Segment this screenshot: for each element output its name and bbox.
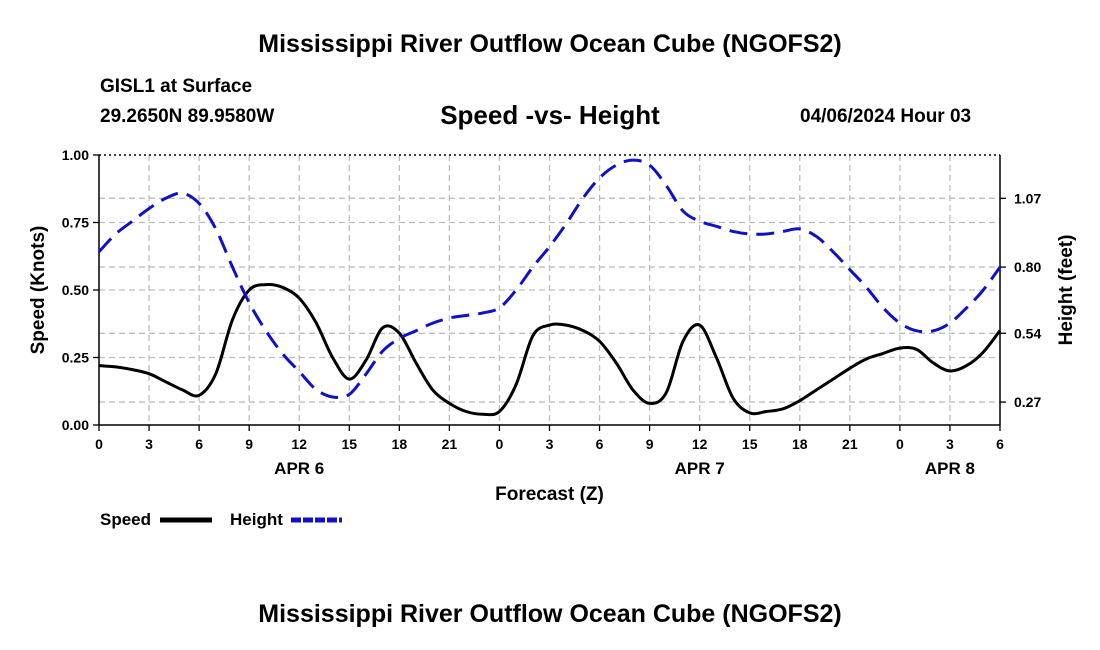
y-tick-label: 0.75 bbox=[62, 215, 89, 231]
station-coordinates: 29.2650N 89.9580W bbox=[100, 106, 275, 127]
x-tick-label: 0 bbox=[896, 436, 904, 452]
x-tick-label: 6 bbox=[596, 436, 604, 452]
station-name: GISL1 at Surface bbox=[100, 76, 253, 97]
x-tick-label: 0 bbox=[496, 436, 504, 452]
x-axis-title: Forecast (Z) bbox=[495, 484, 604, 505]
x-tick-label: 21 bbox=[842, 436, 858, 452]
x-tick-label: 9 bbox=[245, 436, 253, 452]
data-series bbox=[97, 158, 1002, 417]
y2-tick-label: 0.80 bbox=[1014, 259, 1041, 275]
x-tick-label: 0 bbox=[95, 436, 103, 452]
x-tick-label: 6 bbox=[195, 436, 203, 452]
grid-lines bbox=[99, 155, 1000, 425]
legend-speed-label: Speed bbox=[100, 510, 151, 529]
x-tick-label: 12 bbox=[692, 436, 708, 452]
forecast-datetime: 04/06/2024 Hour 03 bbox=[800, 106, 972, 127]
x-tick-label: 15 bbox=[341, 436, 357, 452]
x-tick-label: 3 bbox=[145, 436, 153, 452]
y-tick-label: 0.50 bbox=[62, 282, 89, 298]
date-label: APR 7 bbox=[675, 459, 725, 478]
x-tick-label: 9 bbox=[646, 436, 654, 452]
y-tick-label: 0.25 bbox=[62, 350, 89, 366]
x-tick-label: 21 bbox=[442, 436, 458, 452]
y2-tick-label: 0.27 bbox=[1014, 394, 1041, 410]
speed-series-line bbox=[98, 283, 1002, 417]
legend-height-label: Height bbox=[230, 510, 283, 529]
date-label: APR 6 bbox=[274, 459, 324, 478]
chart-main-title: Mississippi River Outflow Ocean Cube (NG… bbox=[258, 30, 842, 58]
y2-axis-title: Height (feet) bbox=[1056, 235, 1077, 346]
x-tick-label: 15 bbox=[742, 436, 758, 452]
footer-title: Mississippi River Outflow Ocean Cube (NG… bbox=[258, 600, 842, 628]
x-tick-label: 3 bbox=[546, 436, 554, 452]
x-tick-label: 18 bbox=[792, 436, 808, 452]
y-tick-label: 0.00 bbox=[62, 417, 89, 433]
legend: Speed Height bbox=[100, 510, 342, 529]
x-tick-label: 6 bbox=[996, 436, 1004, 452]
x-tick-label: 18 bbox=[392, 436, 408, 452]
axes bbox=[93, 154, 1006, 431]
y2-tick-label: 0.54 bbox=[1014, 325, 1041, 341]
x-tick-label: 12 bbox=[291, 436, 307, 452]
y-tick-label: 1.00 bbox=[62, 147, 89, 163]
x-tick-label: 3 bbox=[946, 436, 954, 452]
height-series-line bbox=[97, 158, 1002, 400]
date-label: APR 8 bbox=[925, 459, 975, 478]
axis-labels: 0 3 6 9 12 15 18 21 0 3 6 9 12 15 18 21 0 3 6 APR 6 APR 7 APR… bbox=[28, 147, 1077, 505]
y-axis-title: Speed (Knots) bbox=[28, 226, 49, 355]
y2-tick-label: 1.07 bbox=[1014, 190, 1041, 206]
chart-subtitle: Speed -vs- Height bbox=[440, 100, 660, 130]
